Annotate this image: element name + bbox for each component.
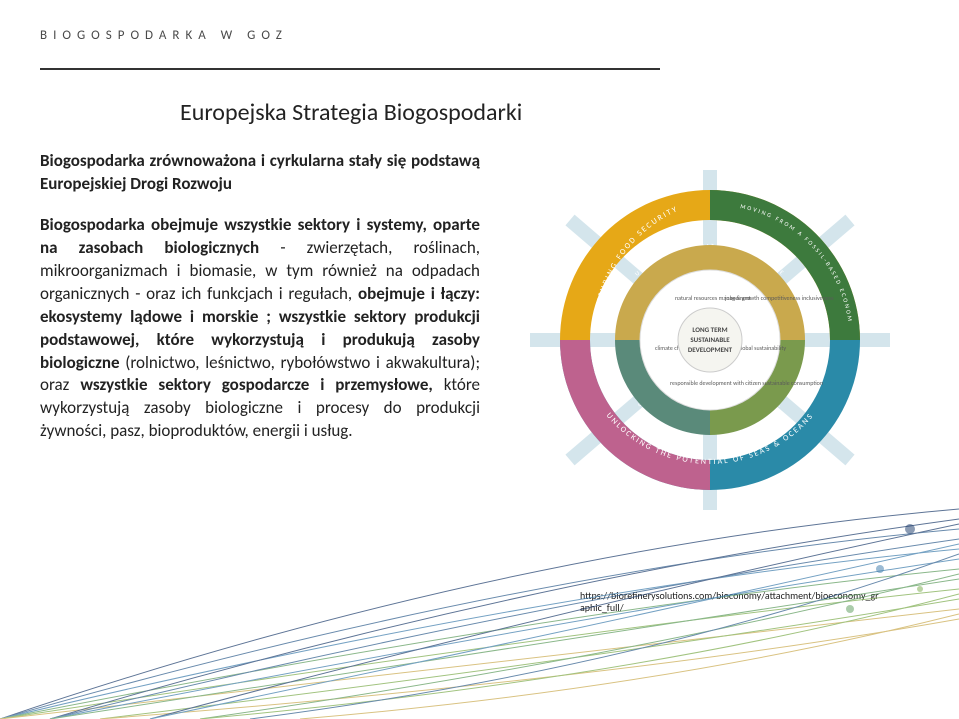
paragraph-2: Biogospodarka obejmuje wszystkie sektory… [40,214,480,443]
header-divider [40,68,660,70]
header-label: BIOGOSPODARKA W GOZ [40,28,288,43]
center-label-1: LONG TERM [692,325,727,334]
inner-label-2: jobs & growth competitiveness inclusiven… [724,294,834,302]
bioeconomy-diagram: ENSURING FOOD SECURITY MOVING FROM A FOS… [510,150,910,530]
inner-label-5: responsible development with citizen sus… [670,379,823,387]
inner-label-4: global sustainability [738,344,786,352]
body-text: Biogospodarka zrównoważona i cyrkularna … [40,150,480,461]
paragraph-1: Biogospodarka zrównoważona i cyrkularna … [40,150,480,196]
center-label-2: SUSTAINABLE [690,335,730,344]
page-title: Europejska Strategia Biogospodarki [180,98,522,127]
image-caption: https://biorefinerysolutions.com/biocono… [580,590,880,614]
center-label-3: DEVELOPMENT [688,345,733,354]
